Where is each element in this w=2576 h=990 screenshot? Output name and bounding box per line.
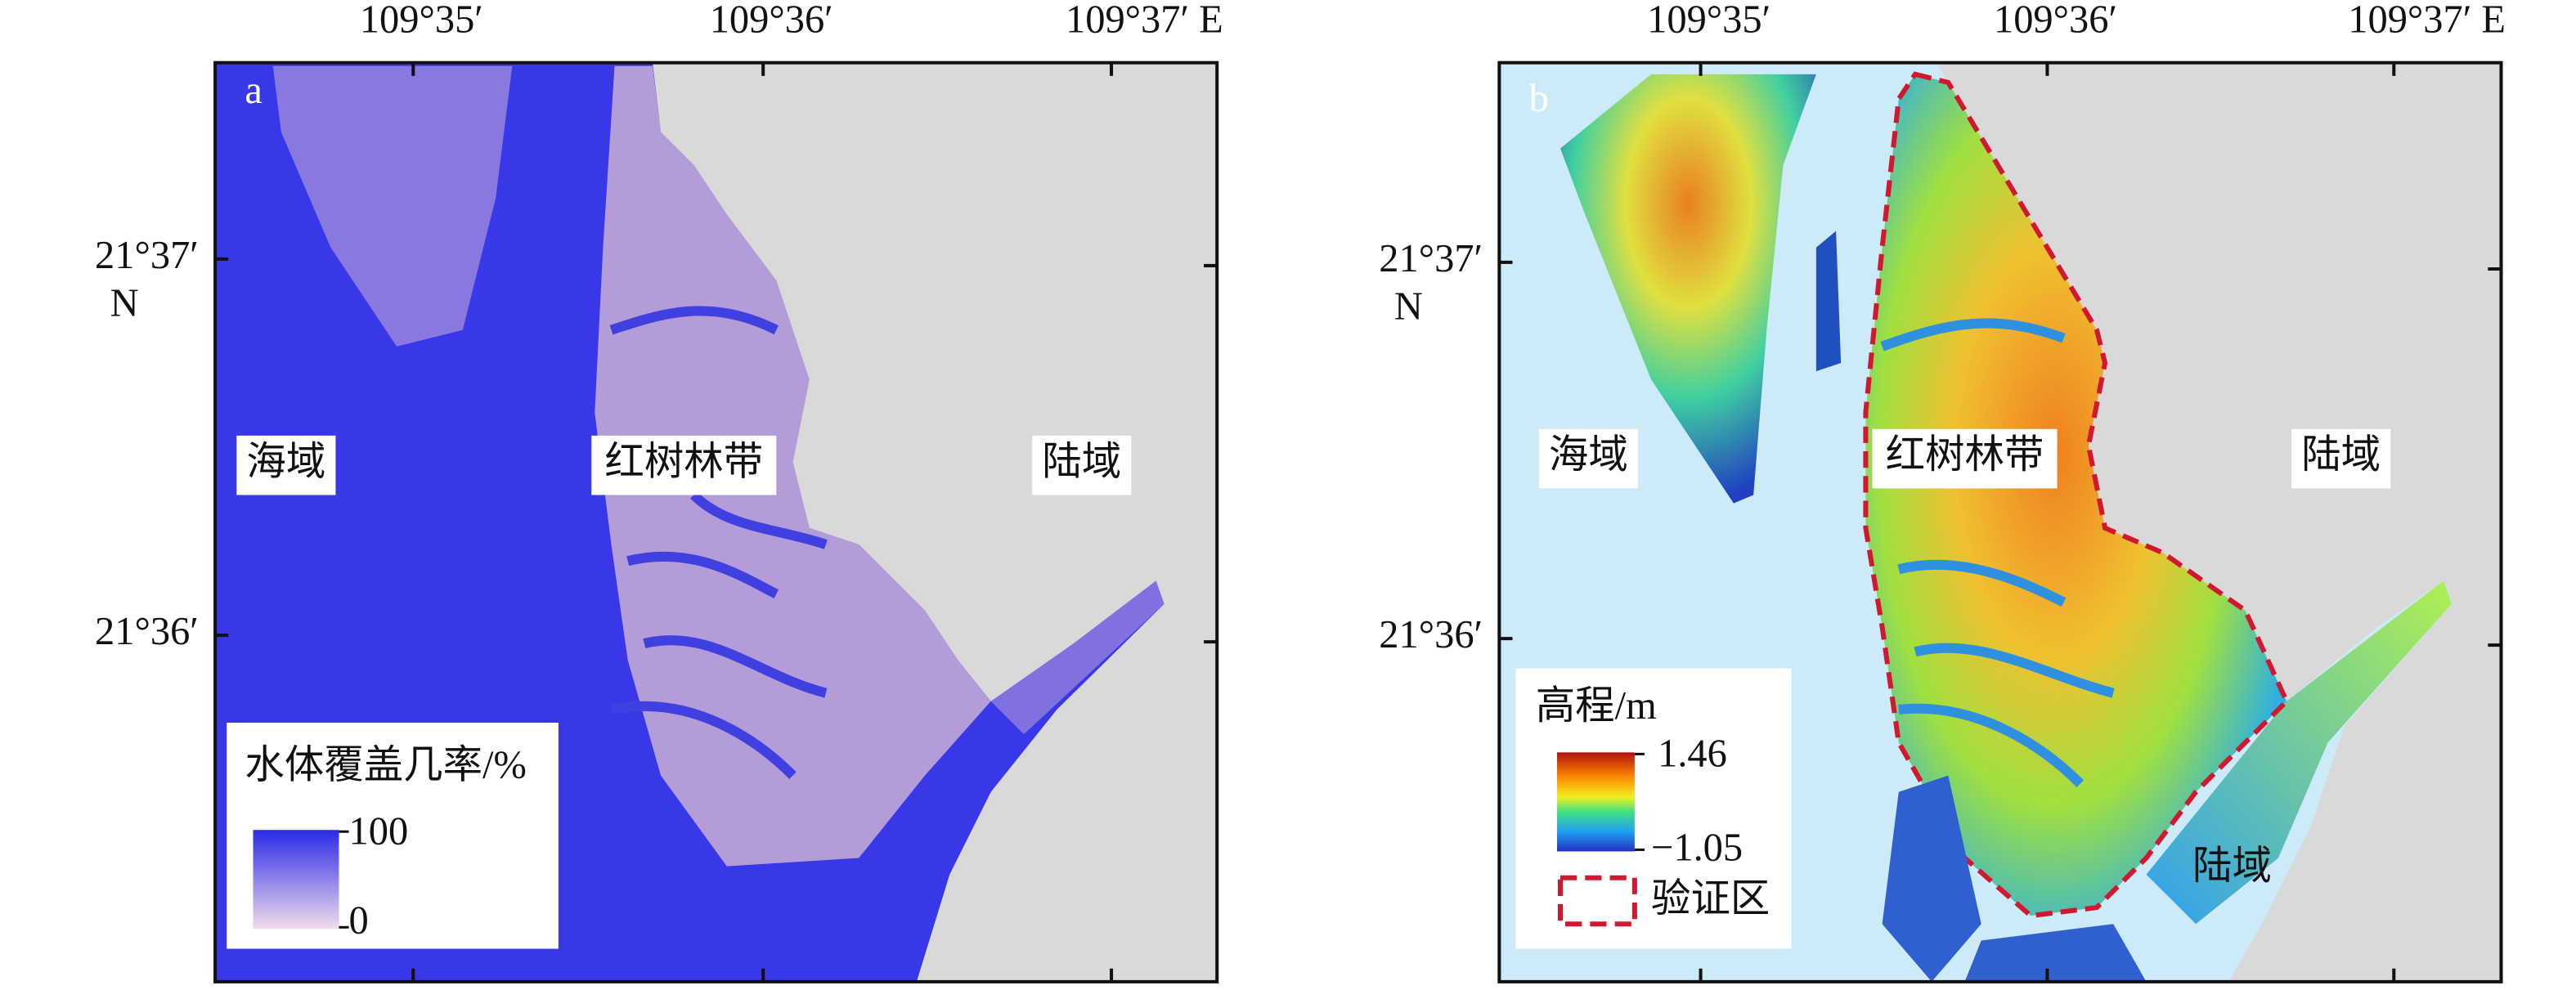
label-bg <box>1538 428 1638 489</box>
label-bg <box>1872 428 2058 489</box>
shoals <box>1882 775 2147 982</box>
validation-area <box>1863 71 2290 919</box>
region-label: 红树林带 <box>604 440 763 483</box>
y-tick-label: 21°37′ <box>1379 237 1483 280</box>
region-label: 陆域 <box>2192 844 2272 888</box>
y-hemisphere: N <box>1394 285 1423 329</box>
tongue <box>990 580 1165 735</box>
y-hemisphere: N <box>110 282 139 325</box>
colorbar-min: −1.05 <box>1651 826 1743 870</box>
frame <box>1497 60 2503 983</box>
mangrove <box>595 65 991 867</box>
islet <box>1815 231 1842 372</box>
land <box>1936 62 2502 982</box>
tongue <box>2146 580 2452 925</box>
x-tick-label: 109°37′ E <box>1066 0 1223 41</box>
y-tick-label: 21°36′ <box>1379 613 1483 656</box>
channels <box>609 306 828 779</box>
channels <box>1880 318 2115 787</box>
land <box>652 62 1218 982</box>
frame <box>213 60 1219 983</box>
island <box>1560 74 1816 504</box>
label-bg <box>236 435 336 495</box>
colorbar <box>253 830 339 930</box>
shallow <box>272 65 513 347</box>
x-tick-label: 109°36′ <box>710 0 833 41</box>
y-tick-label: 21°37′ <box>95 234 199 277</box>
y-tick-label: 21°36′ <box>95 610 199 653</box>
label-bg <box>1032 435 1132 495</box>
region-label: 海域 <box>246 440 325 483</box>
boundary-label: 验证区 <box>1651 877 1770 921</box>
x-tick-label: 109°37′ E <box>2348 0 2506 41</box>
x-tick-label: 109°36′ <box>1994 0 2117 41</box>
x-tick-label: 109°35′ <box>360 0 483 41</box>
region-label: 海域 <box>1549 433 1628 477</box>
colorbar-max: 1.46 <box>1658 732 1727 776</box>
legend-title: 水体覆盖几率/% <box>245 744 526 787</box>
region-label: 陆域 <box>1042 440 1121 483</box>
label-bg <box>591 435 777 495</box>
label-bg <box>2291 428 2391 489</box>
region-label: 红树林带 <box>1886 433 2044 477</box>
colorbar-min: 0 <box>349 898 369 942</box>
x-tick-label: 109°35′ <box>1647 0 1770 41</box>
colorbar <box>1556 752 1635 852</box>
colorbar-max: 100 <box>349 809 409 853</box>
legend-title: 高程/m <box>1536 684 1657 728</box>
panel-label: b <box>1529 77 1549 120</box>
region-label: 陆域 <box>2301 433 2381 477</box>
boundary-swatch <box>1557 875 1637 927</box>
panel-label: a <box>245 69 263 112</box>
panel-b-map <box>1497 60 2503 983</box>
